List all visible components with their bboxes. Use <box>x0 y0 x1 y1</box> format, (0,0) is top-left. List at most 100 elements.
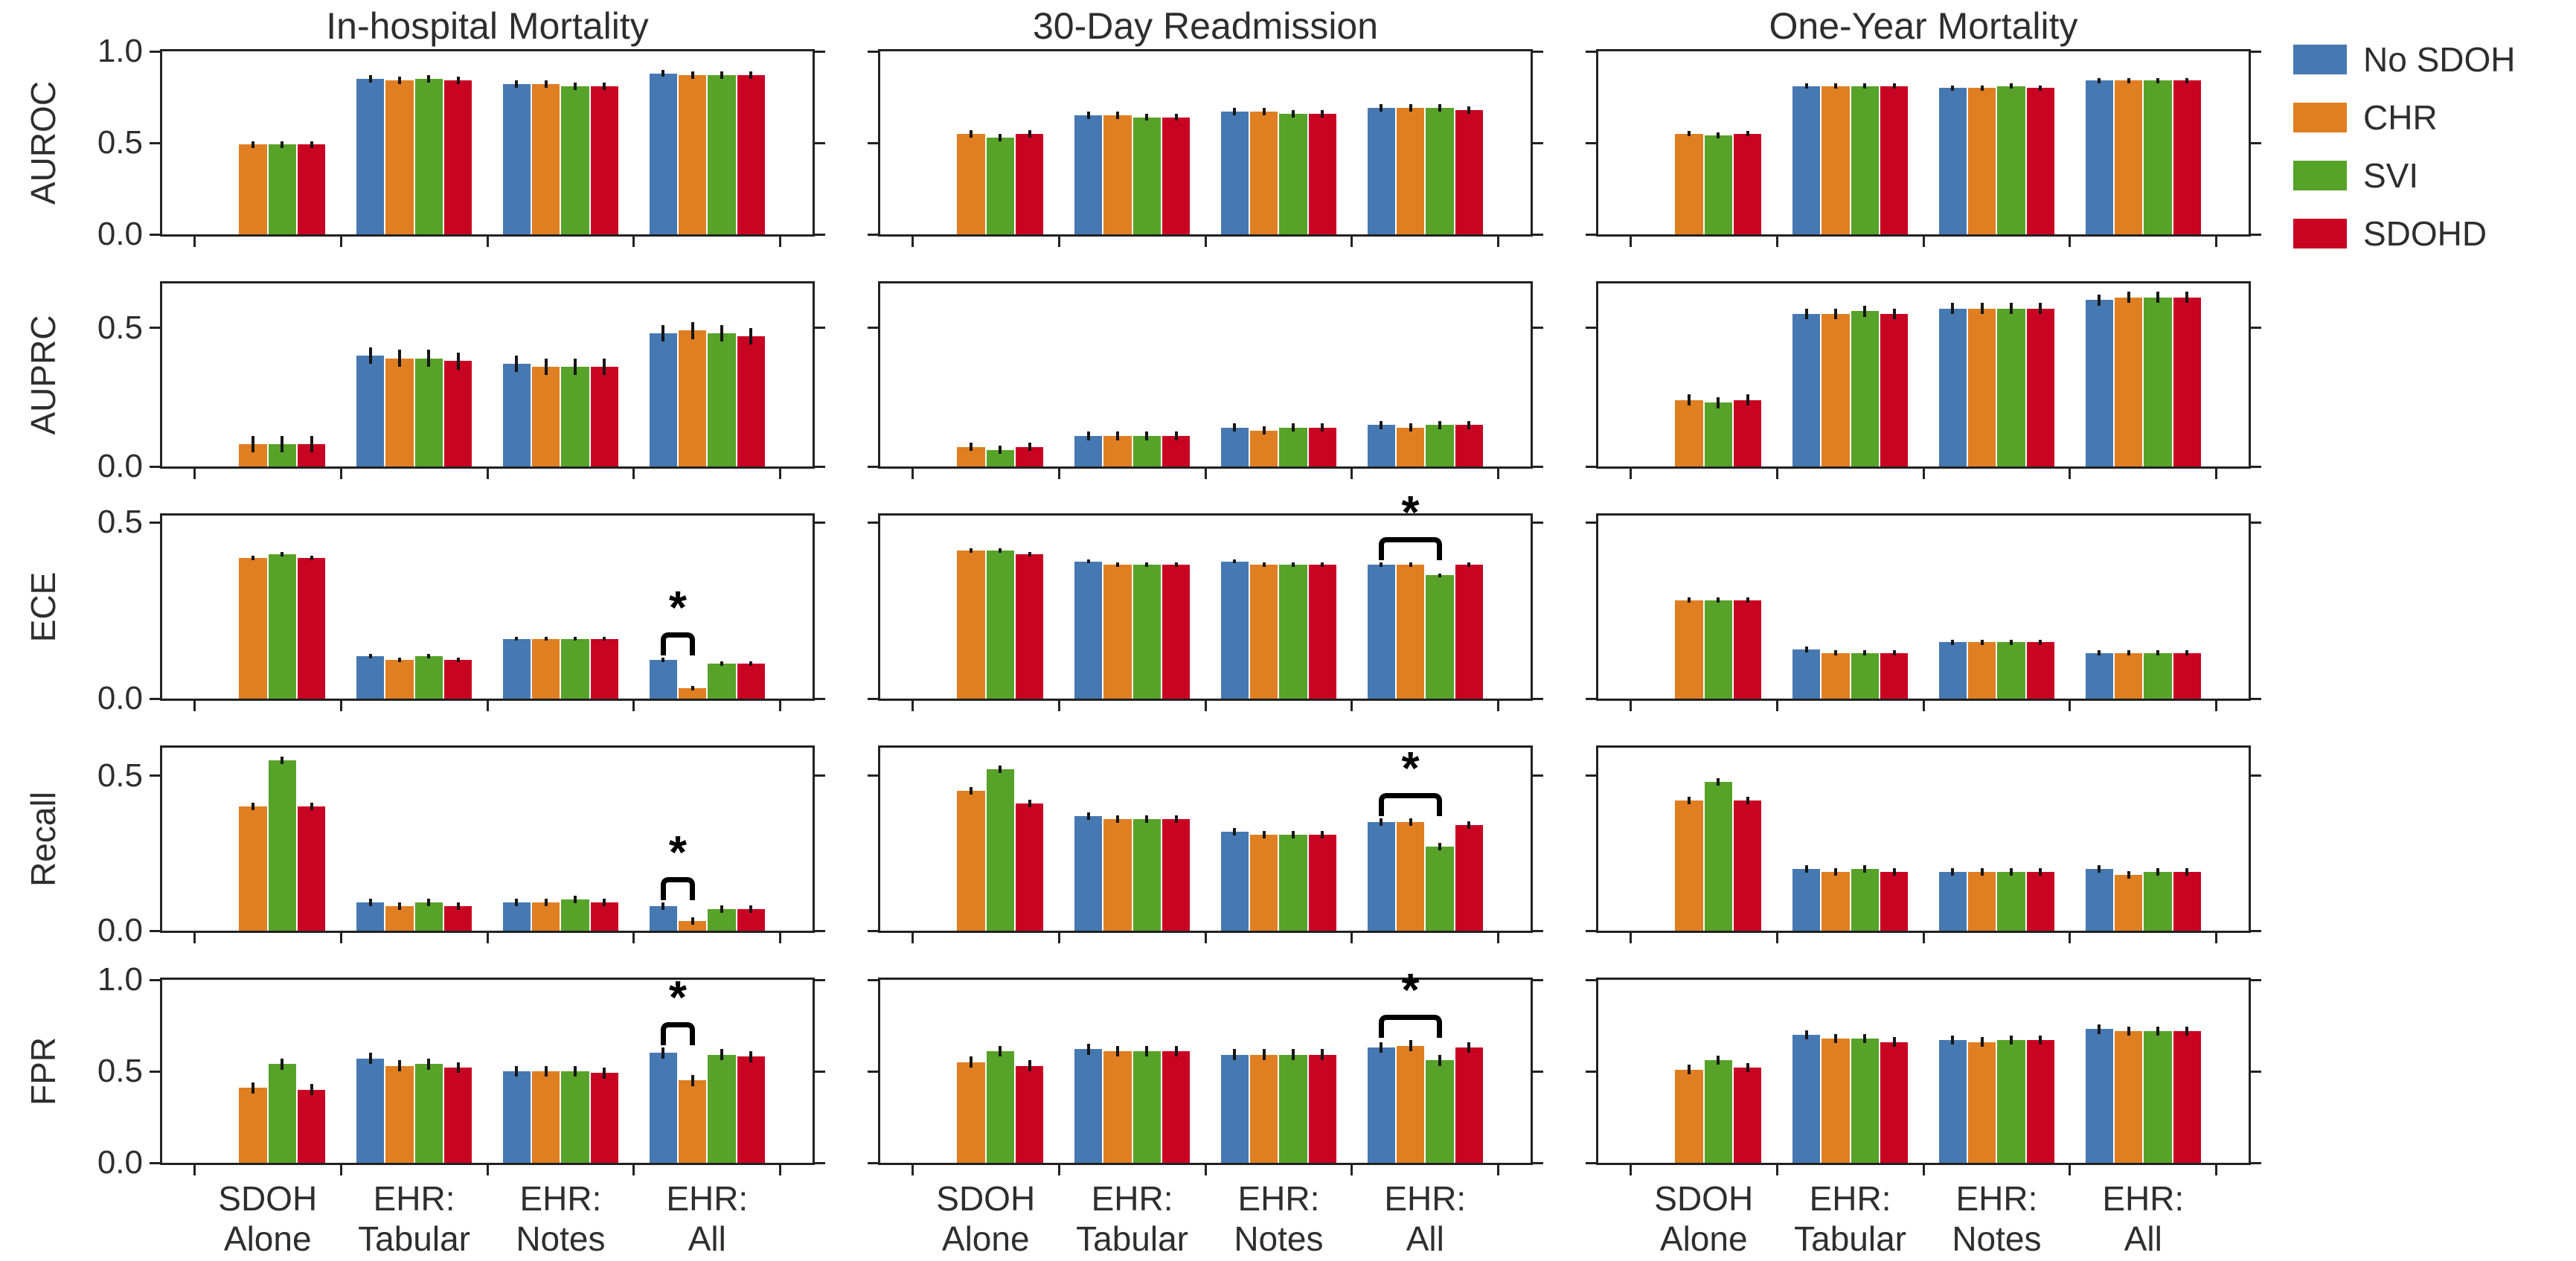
error-bar <box>515 355 519 373</box>
error-bar <box>1717 777 1720 786</box>
error-bar <box>1980 85 1984 91</box>
y-tick-mark <box>815 465 825 468</box>
error-bar <box>661 324 665 342</box>
y-tick-mark <box>868 141 878 144</box>
x-tick-mark <box>1057 469 1060 479</box>
bar-no-sdoh-ehr-tabular <box>1074 815 1103 931</box>
bar-no-sdoh-ehr-tabular <box>1792 649 1821 699</box>
error-bar <box>1292 562 1295 568</box>
error-bar <box>603 358 606 375</box>
x-tick-mark <box>1057 1165 1060 1175</box>
y-tick-mark <box>150 233 160 236</box>
error-bar <box>1028 1060 1031 1071</box>
bar-chr-ehr-all <box>2114 1030 2143 1163</box>
bar-svi-sdoh-alone <box>268 1064 297 1163</box>
y-tick-mark <box>2251 697 2261 700</box>
bar-chr-ehr-notes <box>1968 88 1996 234</box>
bar-svi-sdoh-alone <box>986 769 1015 931</box>
error-bar <box>2010 1036 2013 1045</box>
x-tick-mark <box>2069 701 2072 711</box>
y-tick-mark <box>150 1161 160 1164</box>
error-bar <box>1409 1040 1412 1051</box>
x-tick-mark <box>632 237 635 247</box>
bar-chr-ehr-all <box>678 74 707 234</box>
bar-svi-ehr-tabular <box>414 656 443 699</box>
error-bar <box>1292 830 1295 838</box>
error-bar <box>1380 420 1383 429</box>
y-tick-mark <box>1586 465 1596 468</box>
x-category-label-line: EHR: <box>1384 1179 1467 1218</box>
bar-svi-ehr-notes <box>1997 308 2025 466</box>
bar-svi-ehr-tabular <box>1132 818 1161 931</box>
bar-no-sdoh-ehr-all <box>1367 565 1395 699</box>
bar-no-sdoh-ehr-tabular <box>1074 1049 1103 1163</box>
bar-sdohd-ehr-notes <box>1308 834 1337 931</box>
bar-svi-ehr-notes <box>1279 427 1307 466</box>
error-bar <box>1262 830 1266 838</box>
bar-sdohd-ehr-tabular <box>443 80 472 234</box>
error-bar <box>2127 1026 2130 1036</box>
error-bar <box>2185 867 2189 876</box>
bar-chr-ehr-notes <box>532 1071 560 1163</box>
bar-svi-sdoh-alone <box>986 551 1015 699</box>
bar-sdohd-ehr-all <box>1455 1047 1483 1163</box>
bar-no-sdoh-ehr-tabular <box>1074 436 1103 466</box>
error-bar <box>2098 294 2101 306</box>
error-bar <box>456 902 460 910</box>
bar-svi-sdoh-alone <box>268 144 297 234</box>
error-bar <box>2156 292 2159 304</box>
bar-chr-ehr-tabular <box>1822 314 1850 466</box>
error-bar <box>1717 597 1720 603</box>
x-tick-mark <box>1775 933 1778 943</box>
y-tick-mark <box>150 521 160 524</box>
panel-recall-30-day-readmission: * <box>868 743 1543 943</box>
error-bar <box>1863 83 1867 89</box>
error-bar <box>1233 559 1237 564</box>
legend-item-no-sdoh: No SDOH <box>2293 40 2515 79</box>
bar-chr-ehr-notes <box>1968 642 1996 699</box>
error-bar <box>1980 639 1984 646</box>
y-tick-label: 0.0 <box>97 1144 143 1181</box>
error-bar <box>368 347 372 365</box>
x-category-label-line: All <box>1406 1219 1444 1258</box>
y-tick-mark <box>868 929 878 932</box>
legend-swatch-chr <box>2293 103 2347 132</box>
bar-no-sdoh-ehr-notes <box>1938 308 1967 466</box>
y-tick-mark <box>2251 327 2261 330</box>
y-tick-label: 0.0 <box>97 912 143 949</box>
x-tick-mark <box>1497 237 1500 247</box>
x-tick-mark <box>339 701 342 711</box>
y-tick-label: 0.5 <box>97 1053 143 1089</box>
x-tick-mark <box>1351 933 1353 943</box>
error-bar <box>1233 423 1237 432</box>
bar-chr-sdoh-alone <box>957 551 985 699</box>
bar-svi-sdoh-alone <box>1704 135 1733 234</box>
bar-svi-ehr-all <box>2144 1030 2172 1163</box>
panel-auroc-30-day-readmission <box>868 49 1543 247</box>
error-bar <box>1262 426 1266 435</box>
bar-sdohd-ehr-all <box>2173 1030 2201 1163</box>
bar-chr-ehr-all <box>1396 822 1425 931</box>
error-bar <box>999 446 1002 455</box>
bar-no-sdoh-ehr-notes <box>502 364 531 466</box>
error-bar <box>368 74 372 83</box>
error-bar <box>1863 864 1867 873</box>
error-bar <box>2010 639 2013 646</box>
x-category-label-line: EHR: <box>519 1179 602 1218</box>
bar-no-sdoh-ehr-tabular <box>356 1058 385 1163</box>
x-tick-mark <box>486 469 489 479</box>
error-bar <box>2098 1024 2101 1034</box>
bar-no-sdoh-ehr-all <box>2085 868 2113 931</box>
x-tick-mark <box>911 933 914 943</box>
bar-sdohd-ehr-all <box>737 74 765 234</box>
error-bar <box>603 82 606 90</box>
bar-sdohd-sdoh-alone <box>1734 133 1762 234</box>
bar-chr-ehr-notes <box>532 902 560 931</box>
error-bar <box>1262 562 1266 568</box>
bar-sdohd-ehr-tabular <box>1162 818 1191 931</box>
bar-chr-sdoh-alone <box>239 1088 267 1163</box>
error-bar <box>1028 800 1031 808</box>
x-tick-mark <box>1775 469 1778 479</box>
error-bar <box>310 803 313 811</box>
x-tick-mark <box>339 469 342 479</box>
